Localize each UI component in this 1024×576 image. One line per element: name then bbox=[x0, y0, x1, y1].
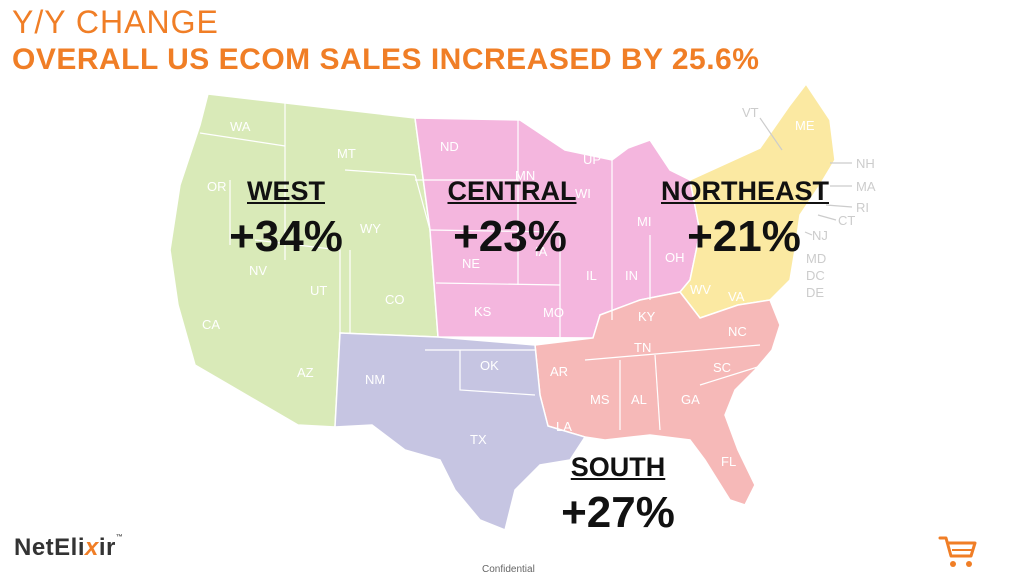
state-label-ks: KS bbox=[474, 304, 492, 319]
state-label-la: LA bbox=[556, 419, 572, 434]
region-label-central: CENTRAL bbox=[447, 176, 577, 206]
state-label-ne: NE bbox=[462, 256, 480, 271]
state-label-ma: MA bbox=[856, 179, 876, 194]
logo-text-pre: NetEli bbox=[14, 534, 86, 561]
state-label-wa: WA bbox=[230, 119, 251, 134]
logo-text-post: ir bbox=[98, 534, 116, 561]
region-value-south: +27% bbox=[561, 488, 675, 537]
state-label-mo: MO bbox=[543, 305, 564, 320]
region-northeast-shape bbox=[679, 82, 836, 319]
state-label-ia: IA bbox=[535, 244, 548, 259]
shopping-cart-icon bbox=[938, 534, 978, 575]
state-label-ca: CA bbox=[202, 317, 220, 332]
state-label-az: AZ bbox=[297, 365, 314, 380]
state-label-mn: MN bbox=[515, 168, 535, 183]
state-label-me: ME bbox=[795, 118, 815, 133]
state-label-tn: TN bbox=[634, 340, 651, 355]
region-value-northeast: +21% bbox=[687, 212, 801, 261]
region-value-central: +23% bbox=[453, 212, 567, 261]
state-label-sc: SC bbox=[713, 360, 731, 375]
region-label-south: SOUTH bbox=[570, 452, 666, 482]
logo-trademark: ™ bbox=[115, 534, 124, 541]
state-label-nj: NJ bbox=[812, 228, 828, 243]
state-label-dc: DC bbox=[806, 268, 825, 283]
state-label-up: UP bbox=[583, 152, 601, 167]
state-label-tx: TX bbox=[470, 432, 487, 447]
state-label-wv: WV bbox=[690, 282, 711, 297]
state-label-fl: FL bbox=[721, 454, 736, 469]
region-label-west: WEST bbox=[247, 176, 325, 206]
state-label-ok: OK bbox=[480, 358, 499, 373]
state-label-ga: GA bbox=[681, 392, 700, 407]
state-label-ct: CT bbox=[838, 213, 855, 228]
state-label-ky: KY bbox=[638, 309, 656, 324]
page-title: Y/Y CHANGE bbox=[12, 4, 219, 40]
state-label-nc: NC bbox=[728, 324, 747, 339]
state-label-in: IN bbox=[625, 268, 638, 283]
state-label-oh: OH bbox=[665, 250, 685, 265]
state-label-ar: AR bbox=[550, 364, 568, 379]
region-value-west: +34% bbox=[229, 212, 343, 261]
state-label-co: CO bbox=[385, 292, 405, 307]
state-label-nm: NM bbox=[365, 372, 385, 387]
state-label-nv: NV bbox=[249, 263, 267, 278]
region-label-northeast: NORTHEAST bbox=[661, 176, 829, 206]
page-subtitle: OVERALL US ECOM SALES INCREASED BY 25.6% bbox=[12, 43, 760, 76]
state-label-wi: WI bbox=[575, 186, 591, 201]
state-label-ms: MS bbox=[590, 392, 610, 407]
state-label-mt: MT bbox=[337, 146, 356, 161]
state-label-nd: ND bbox=[440, 139, 459, 154]
state-label-ri: RI bbox=[856, 200, 869, 215]
region-southwest-shape bbox=[334, 332, 587, 532]
confidential-label: Confidential bbox=[482, 564, 535, 575]
netelixir-logo: NetElixir™ bbox=[14, 534, 123, 562]
logo-text-x: x bbox=[85, 534, 99, 561]
state-label-ut: UT bbox=[310, 283, 327, 298]
state-label-nh: NH bbox=[856, 156, 875, 171]
state-label-wy: WY bbox=[360, 221, 381, 236]
state-label-or: OR bbox=[207, 179, 227, 194]
state-label-va: VA bbox=[728, 289, 745, 304]
state-label-mi: MI bbox=[637, 214, 651, 229]
state-label-de: DE bbox=[806, 285, 824, 300]
state-label-md: MD bbox=[806, 251, 826, 266]
state-label-al: AL bbox=[631, 392, 647, 407]
state-label-il: IL bbox=[586, 268, 597, 283]
state-label-vt: VT bbox=[742, 105, 759, 120]
